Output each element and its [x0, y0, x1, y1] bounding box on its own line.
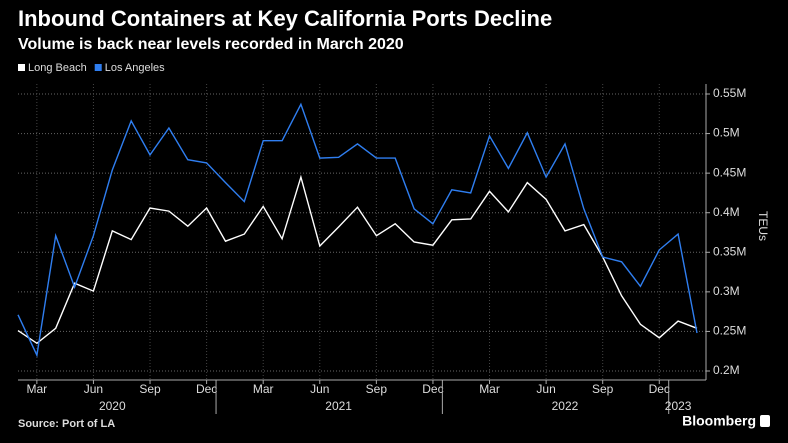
x-tick-label: Dec: [649, 382, 670, 396]
x-tick-label: Jun: [84, 382, 103, 396]
x-tick-label: Sep: [366, 382, 388, 396]
source: Source: Port of LA: [18, 418, 115, 430]
y-tick-label: 0.5M: [713, 126, 740, 140]
x-year-label: 2020: [99, 399, 126, 413]
series-line: [17, 174, 698, 345]
x-tick-label: Jun: [536, 382, 555, 396]
y-tick-label: 0.35M: [713, 244, 746, 258]
y-tick-label: 0.45M: [713, 165, 746, 179]
y-tick-label: 0.25M: [713, 324, 746, 338]
legend-label: Los Angeles: [105, 62, 165, 74]
y-axis-label: TEUs: [756, 211, 770, 241]
chart-title: Inbound Containers at Key California Por…: [18, 6, 552, 31]
chart-subtitle: Volume is back near levels recorded in M…: [18, 36, 404, 53]
x-tick-label: Sep: [139, 382, 161, 396]
x-tick-label: Dec: [196, 382, 217, 396]
y-tick-label: 0.3M: [713, 284, 740, 298]
x-year-label: 2022: [552, 399, 579, 413]
legend-swatch: [18, 64, 25, 71]
series-line: [17, 102, 698, 358]
legend-label: Long Beach: [28, 62, 87, 74]
x-tick-label: Mar: [479, 382, 500, 396]
x-tick-label: Jun: [310, 382, 329, 396]
brand-icon: [760, 415, 770, 427]
legend-swatch: [94, 64, 102, 71]
y-tick-label: 0.4M: [713, 205, 740, 219]
y-tick-label: 0.2M: [713, 363, 740, 377]
x-tick-label: Sep: [592, 382, 614, 396]
x-tick-label: Mar: [27, 382, 48, 396]
x-tick-label: Mar: [253, 382, 274, 396]
x-year-label: 2021: [325, 399, 352, 413]
x-year-label: 2023: [665, 399, 692, 413]
y-tick-label: 0.55M: [713, 86, 746, 100]
x-tick-label: Dec: [422, 382, 443, 396]
brand: Bloomberg: [682, 413, 756, 429]
